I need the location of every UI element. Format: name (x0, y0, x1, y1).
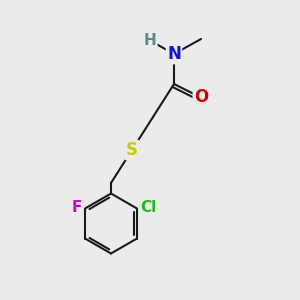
Text: O: O (194, 88, 208, 106)
Text: F: F (71, 200, 82, 214)
Text: Cl: Cl (140, 200, 157, 214)
Text: H: H (144, 33, 156, 48)
Text: N: N (167, 45, 181, 63)
Text: S: S (126, 141, 138, 159)
